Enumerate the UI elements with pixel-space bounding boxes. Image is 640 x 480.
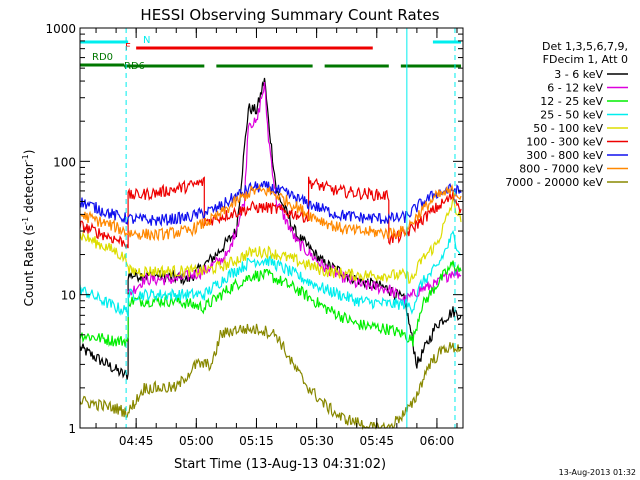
legend-entry-label: 3 - 6 keV [554,68,603,81]
x-tick-label: 04:45 [119,434,154,448]
legend-entry-label: 800 - 7000 keV [519,163,603,176]
plot-frame [79,27,464,429]
x-tick-label: 05:45 [359,434,394,448]
flag-layer: N F RD0 RD6 [80,35,461,72]
flag-label-rd6: RD6 [124,61,145,72]
legend-entry-label: 25 - 50 keV [540,109,603,122]
series-line-8 [79,183,462,242]
legend-entry-label: 300 - 800 keV [526,149,603,162]
chart-title: HESSI Observing Summary Count Rates [140,6,439,24]
y-axis-label: Count Rate (s-1 detector-1) [21,150,36,307]
legend-header-2: FDecim 1, Att 0 [543,53,628,66]
series-layer [79,77,462,431]
flag-label-rd0: RD0 [92,52,113,63]
y-label-superscript-2: -1 [21,154,30,162]
y-tick-label: 10 [61,289,76,303]
flag-label-f: F [125,42,131,53]
y-label-superscript-1: -1 [21,217,30,225]
x-tick-label: 05:15 [239,434,274,448]
legend-entry-label: 7000 - 20000 keV [505,176,603,189]
legend-entry-label: 12 - 25 keV [540,95,603,108]
x-axis: 04:45 05:00 05:15 05:30 05:45 06:00 [95,28,458,448]
y-axis: 1 10 100 1000 [45,22,463,436]
x-tick-label: 05:00 [179,434,214,448]
legend-entry-label: 6 - 12 keV [547,82,603,95]
legend-header-1: Det 1,3,5,6,7,9, [542,40,628,53]
saa-layer [125,28,456,428]
legend-entry-label: 50 - 100 keV [533,122,603,135]
x-tick-label: 05:30 [299,434,334,448]
x-axis-label: Start Time (13-Aug-13 04:31:02) [174,457,386,472]
series-line-9 [79,323,462,431]
x-tick-label: 06:00 [420,434,455,448]
y-tick-label: 100 [53,155,76,169]
series-line-5 [79,196,462,284]
series-line-3 [79,260,462,348]
legend-entry-label: 100 - 300 keV [526,136,603,149]
y-tick-label: 1000 [45,22,76,36]
timestamp: 13-Aug-2013 01:32 [559,468,636,477]
series-line-2 [127,82,462,306]
series-line-7 [79,180,462,227]
flag-label-n: N [143,35,150,46]
series-line-4 [79,229,462,318]
legend: Det 1,3,5,6,7,9,FDecim 1, Att 0 3 - 6 keV… [505,40,628,189]
y-tick-label: 1 [68,422,76,436]
